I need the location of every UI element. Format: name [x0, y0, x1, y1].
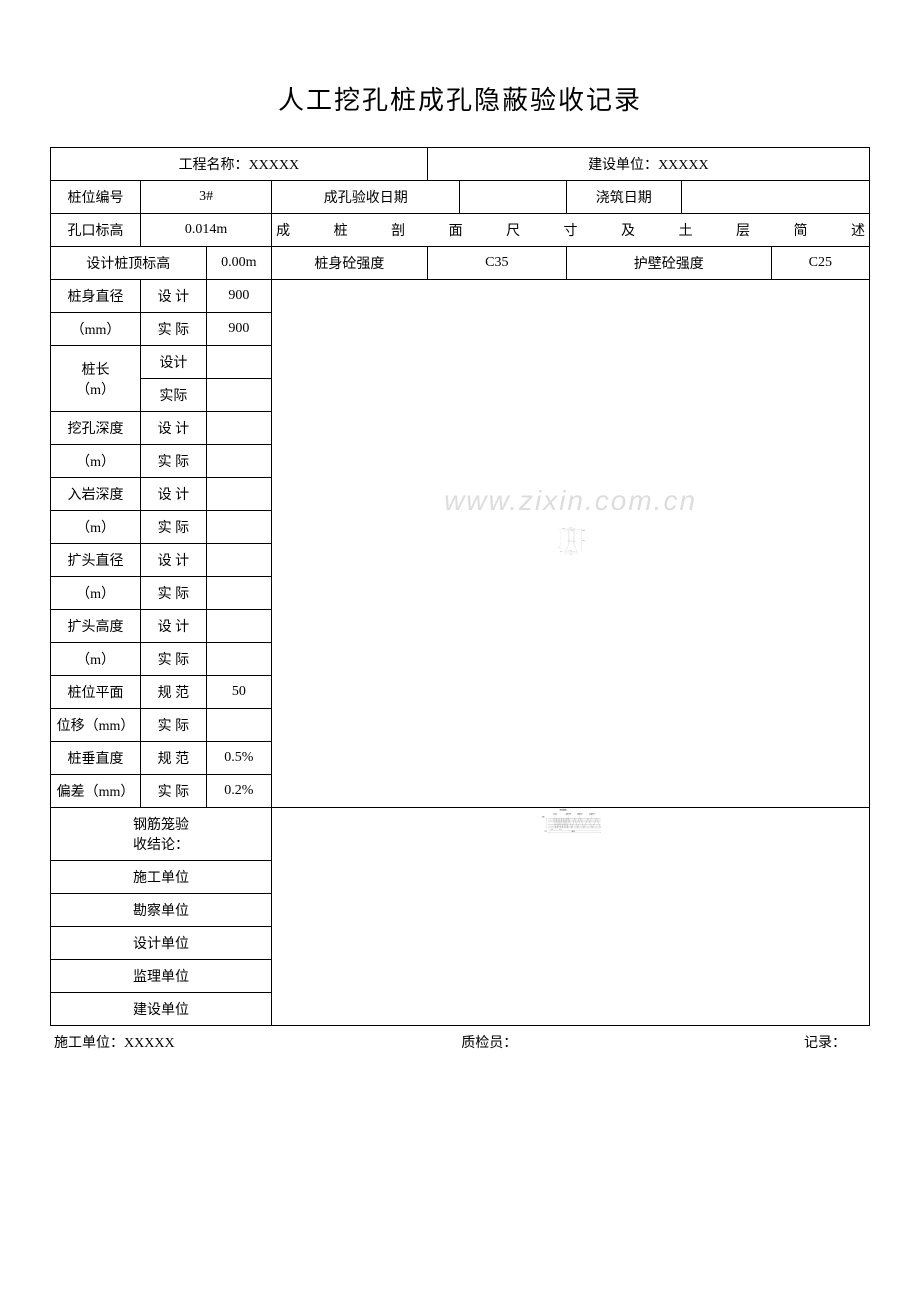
project-header: 工程名称：XXXXX: [51, 148, 428, 181]
length-actual-label: 实际: [141, 379, 207, 412]
expand-d-design-value: [206, 544, 272, 577]
supervise-unit: 监理单位: [51, 960, 272, 993]
expand-h-design-label: 设 计: [141, 610, 207, 643]
diameter-actual-label: 实 际: [141, 313, 207, 346]
accept-date-label: 成孔验收日期: [272, 181, 460, 214]
rock-design-value: [206, 478, 272, 511]
rock-label: 入岩深度: [51, 478, 141, 511]
rock-actual-value: [206, 511, 272, 544]
expand-d-actual-label: 实 际: [141, 577, 207, 610]
svg-text:175: 175: [545, 831, 548, 833]
d1250: 1250: [570, 527, 572, 529]
build-unit: 建设单位: [51, 993, 272, 1026]
pour-date-label: 浇筑日期: [566, 181, 681, 214]
length-label: 桩长（m）: [51, 346, 141, 412]
body-strength-value: C35: [427, 247, 566, 280]
slurry: 1000 浮浆: [582, 528, 585, 531]
expand-h-label: 扩头高度: [51, 610, 141, 643]
rock-actual-label: 实 际: [141, 511, 207, 544]
svg-text:1000: 1000: [550, 829, 553, 831]
design-unit: 设计单位: [51, 927, 272, 960]
expand-d-design-label: 设 计: [141, 544, 207, 577]
length-design-label: 设计: [141, 346, 207, 379]
hole-elev-value: 0.014m: [141, 214, 272, 247]
offset-design-value: 50: [206, 676, 272, 709]
d1500: 1500: [570, 553, 572, 555]
design-top-value: 0.00m: [206, 247, 272, 280]
reinforce-title: 桩身配筋：: [560, 809, 568, 812]
builder-header: 建设单位：XXXXX: [427, 148, 869, 181]
vertical-actual-label: 实 际: [141, 775, 207, 808]
diameter-design-value: 900: [206, 280, 272, 313]
diameter-design-label: 设 计: [141, 280, 207, 313]
pile-section-diagram: www.zixin.com.cn 0.014m 1250 900: [272, 280, 870, 808]
expand-d-label: 扩头直径: [51, 544, 141, 577]
section-svg: 0.014m 1250 900 0.00m: [272, 527, 869, 556]
h1200: 1200: [558, 546, 560, 548]
wall-strength-label: 护壁砼强度: [566, 247, 771, 280]
design-top-label: 设计桩顶标高: [51, 247, 207, 280]
offset-design-label: 规 范: [141, 676, 207, 709]
diameter-actual-value: 900: [206, 313, 272, 346]
survey-unit: 勘察单位: [51, 894, 272, 927]
svg-text:8636: 8636: [572, 831, 575, 833]
depth-actual-label: 实 际: [141, 445, 207, 478]
depth-label: 挖孔深度: [51, 412, 141, 445]
rock-unit: （m）: [51, 511, 141, 544]
rock-design-label: 设 计: [141, 478, 207, 511]
pile-len: 8636 桩长: [582, 539, 585, 542]
expand-h-actual-value: [206, 643, 272, 676]
expand-h-unit: （m）: [51, 643, 141, 676]
expand-h-design-value: [206, 610, 272, 643]
length-design-value: [206, 346, 272, 379]
diameter-unit: （mm）: [51, 313, 141, 346]
svg-text:900: 900: [542, 816, 545, 818]
expand-d-unit: （m）: [51, 577, 141, 610]
vertical-design-value: 0.5%: [206, 742, 272, 775]
rebar-svg: 桩身配筋： 12φ14 φ8@150 φ8@250 φ8@250 900: [272, 808, 869, 837]
depth-design-label: 设 计: [141, 412, 207, 445]
svg-text:φ8@250: φ8@250: [589, 814, 595, 816]
svg-text:φ8@150: φ8@150: [566, 814, 572, 816]
vertical-unit: 偏差（mm）: [51, 775, 141, 808]
page-footer: 施工单位：XXXXX 质检员： 记录：: [50, 1026, 870, 1058]
expand-h-actual-label: 实 际: [141, 643, 207, 676]
pour-date-value: [681, 181, 869, 214]
length-actual-value: [206, 379, 272, 412]
watermark: www.zixin.com.cn: [444, 485, 697, 517]
offset-actual-label: 实 际: [141, 709, 207, 742]
main-table: 工程名称：XXXXX 建设单位：XXXXX 桩位编号 3# 成孔验收日期 浇筑日…: [50, 147, 870, 1026]
offset-unit: 位移（mm）: [51, 709, 141, 742]
vertical-label: 桩垂直度: [51, 742, 141, 775]
top-elev-text: 0.014m: [563, 527, 566, 529]
bot-elev: -8.636m: [569, 549, 572, 551]
wall-strength-value: C25: [771, 247, 869, 280]
svg-text:12φ14: 12φ14: [553, 814, 557, 816]
body-strength-label: 桩身砼强度: [272, 247, 428, 280]
diameter-label: 桩身直径: [51, 280, 141, 313]
depth-actual-value: [206, 445, 272, 478]
section-label: 成 桩 剖 面 尺 寸 及 土 层 简 述: [272, 214, 870, 247]
construct-unit: 施工单位: [51, 861, 272, 894]
rebar-conclusion: 钢筋笼验收结论：: [51, 808, 272, 861]
expand-d-actual-value: [206, 577, 272, 610]
page-title: 人工挖孔桩成孔隐蔽验收记录: [50, 80, 870, 117]
svg-text:φ8@250: φ8@250: [577, 814, 583, 816]
hole-elev-label: 孔口标高: [51, 214, 141, 247]
pile-no-label: 桩位编号: [51, 181, 141, 214]
vertical-actual-value: 0.2%: [206, 775, 272, 808]
vertical-design-label: 规 范: [141, 742, 207, 775]
pile-no-value: 3#: [141, 181, 272, 214]
depth-unit: （m）: [51, 445, 141, 478]
accept-date-value: [460, 181, 566, 214]
rebar-diagram: 桩身配筋： 12φ14 φ8@150 φ8@250 φ8@250 900: [272, 808, 870, 1026]
offset-actual-value: [206, 709, 272, 742]
depth-design-value: [206, 412, 272, 445]
offset-label: 桩位平面: [51, 676, 141, 709]
svg-text:2700: 2700: [559, 829, 562, 831]
